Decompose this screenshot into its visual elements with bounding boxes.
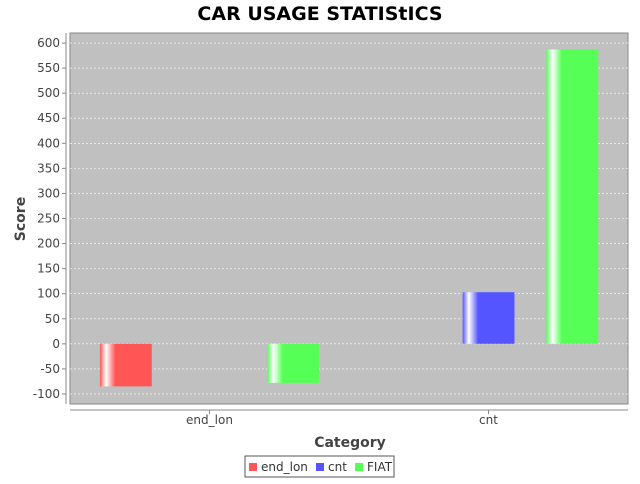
y-tick-label: 50: [45, 312, 60, 326]
y-tick-label: 0: [52, 337, 60, 351]
bar-cnt-cnt: [462, 292, 515, 344]
plot-area: [69, 32, 629, 405]
legend-swatch-cnt: [316, 463, 324, 471]
y-tick-label: 250: [37, 212, 60, 226]
legend-label-end_lon: end_lon: [261, 460, 308, 474]
y-tick-label: 450: [37, 111, 60, 125]
y-tick-label: 200: [37, 237, 60, 251]
chart-title: CAR USAGE STATIStICS: [197, 3, 442, 25]
grid-lines: [70, 42, 628, 395]
x-tick-label: end_lon: [186, 413, 233, 427]
bar-FIAT-end_lon: [267, 343, 320, 383]
y-tick-label: 350: [37, 161, 60, 175]
legend-label-FIAT: FIAT: [367, 460, 393, 474]
y-axis: -100 -50 0 50 100 150 200 250 300 350 400 450 500 550…: [33, 33, 67, 404]
y-tick-label: 100: [37, 287, 60, 301]
y-tick-label: 400: [37, 136, 60, 150]
y-tick-label: 600: [37, 36, 60, 50]
y-tick-label: 500: [37, 86, 60, 100]
legend-swatch-FIAT: [355, 463, 363, 471]
y-tick-label: 300: [37, 186, 60, 200]
y-tick-label: 150: [37, 262, 60, 276]
legend-label-cnt: cnt: [328, 460, 347, 474]
legend: end_lon cnt FIAT: [244, 455, 395, 478]
y-tick-label: 550: [37, 61, 60, 75]
x-tick-label: cnt: [479, 413, 498, 427]
y-tick-label: -50: [40, 362, 60, 376]
x-axis-title: Category: [314, 435, 386, 451]
bar-FIAT-cnt: [546, 49, 599, 344]
bar-end_lon-end_lon: [99, 343, 152, 387]
legend-swatch-end_lon: [249, 463, 257, 471]
x-axis: end_lon cnt: [186, 410, 498, 427]
bars: [99, 49, 599, 387]
y-tick-label: -100: [33, 387, 60, 401]
y-axis-title: Score: [13, 197, 29, 241]
